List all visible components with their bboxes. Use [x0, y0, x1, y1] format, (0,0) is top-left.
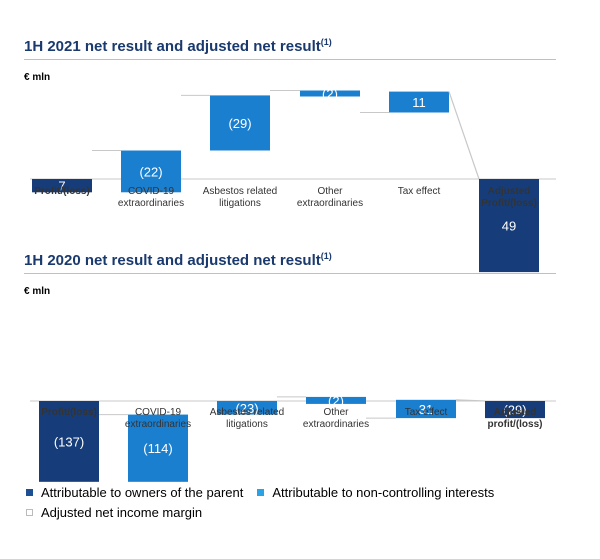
legend-item-owners-parent: Attributable to owners of the parent	[26, 485, 243, 500]
bar-3	[210, 95, 270, 151]
chart-1-title-rule	[24, 59, 556, 60]
category-label-5: Tax effect	[398, 186, 441, 197]
data-label-5: 11	[412, 95, 426, 110]
category-label-2: extraordinaries	[118, 198, 184, 209]
chart-1-unit-label: € mln	[24, 72, 51, 83]
bar-4	[306, 396, 366, 404]
category-label-4: extraordinaries	[303, 419, 369, 430]
category-label-3: Asbestos related	[203, 186, 278, 197]
data-label-5: 31	[419, 402, 433, 417]
legend-item-non-controlling: Attributable to non-controlling interest…	[257, 485, 494, 500]
bar-1	[39, 401, 99, 482]
category-label-6: profit/(loss)	[488, 419, 543, 430]
data-label-2: (22)	[139, 164, 162, 179]
category-label-2: COVID-19	[135, 407, 182, 418]
data-label-4: (2)	[322, 87, 338, 102]
legend-item-adjusted-margin: Adjusted net income margin	[26, 505, 202, 520]
category-label-5: Tax effect	[405, 407, 448, 418]
chart-2-title-rule	[24, 273, 556, 274]
legend-swatch-owners-parent	[26, 488, 33, 496]
bar-6	[479, 179, 539, 273]
data-label-4: (2)	[328, 393, 344, 408]
legend-swatch-non-controlling	[257, 488, 265, 496]
category-label-6: Adjusted	[488, 186, 531, 197]
legend-swatch-adjusted-margin	[26, 508, 33, 516]
category-label-6: Profit/(loss)	[481, 198, 537, 209]
chart-2-title: 1H 2020 net result and adjusted net resu…	[24, 251, 332, 269]
data-label-6: (29)	[503, 403, 526, 418]
connector-line	[455, 399, 486, 402]
data-label-1: (137)	[54, 434, 84, 449]
legend-label-adjusted-margin: Adjusted net income margin	[41, 504, 203, 520]
data-label-3: (29)	[228, 116, 251, 131]
category-label-6: Adjusted	[494, 407, 537, 418]
category-label-2: COVID-19	[128, 186, 175, 197]
category-label-3: litigations	[226, 419, 268, 430]
bar-5	[396, 399, 456, 419]
bar-4	[300, 90, 360, 97]
bar-6	[485, 401, 545, 419]
chart-1-title: 1H 2021 net result and adjusted net resu…	[24, 37, 332, 55]
category-label-1: Profit/(loss)	[41, 407, 97, 418]
category-label-3: litigations	[219, 198, 261, 209]
chart-1-waterfall: 7Profit/(loss)(22)COVID-19extraordinarie…	[30, 87, 556, 273]
data-label-3: (23)	[235, 401, 258, 416]
connector-line	[448, 91, 480, 180]
category-label-3: Asbestos related	[210, 407, 285, 418]
bar-1	[32, 179, 92, 193]
legend: Attributable to owners of the parent Att…	[26, 482, 508, 522]
data-label-2: (114)	[143, 441, 172, 456]
bar-2	[128, 414, 188, 482]
data-label-1: 7	[58, 179, 65, 194]
category-label-4: Other	[317, 186, 343, 197]
data-label-6: 49	[502, 219, 516, 234]
legend-label-non-controlling: Attributable to non-controlling interest…	[272, 484, 495, 500]
category-label-2: extraordinaries	[125, 419, 191, 430]
category-label-4: Other	[323, 407, 349, 418]
legend-label-owners-parent: Attributable to owners of the parent	[41, 484, 244, 500]
bar-3	[217, 401, 277, 415]
category-label-1: Profit/(loss)	[34, 186, 90, 197]
bar-2	[121, 150, 181, 193]
category-label-4: extraordinaries	[297, 198, 363, 209]
bar-5	[389, 91, 449, 113]
chart-2-unit-label: € mln	[24, 286, 51, 297]
chart-2-waterfall: (137)Profit/(loss)(114)COVID-19extraordi…	[30, 393, 556, 482]
